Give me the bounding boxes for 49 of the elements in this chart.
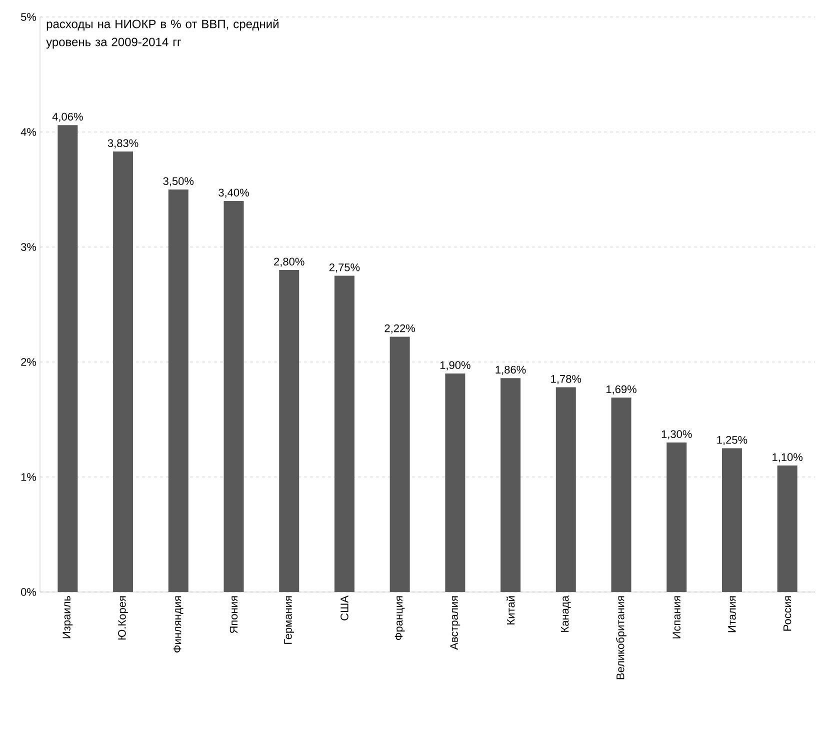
bar: [445, 374, 466, 592]
x-tick-label: Франция: [394, 596, 405, 640]
bar: [556, 387, 576, 592]
y-tick-label: 4%: [20, 128, 36, 136]
bar: [168, 190, 188, 592]
x-tick-label: Канада: [561, 596, 571, 632]
x-tick-label: Россия: [784, 596, 792, 631]
y-tick-label: 3%: [20, 243, 36, 251]
x-tick-label: Германия: [284, 596, 294, 644]
data-label: 1,90%: [440, 361, 470, 370]
data-label: 2,75%: [329, 263, 360, 273]
bar: [58, 125, 78, 592]
bar: [113, 152, 134, 592]
bar: [279, 270, 300, 592]
data-label: 3,50%: [163, 177, 194, 186]
data-label: 4,06%: [52, 112, 83, 122]
data-label: 1,25%: [717, 436, 748, 446]
y-tick-label: 1%: [21, 473, 36, 481]
x-tick-label: Израиль: [62, 596, 73, 638]
bar: [777, 466, 798, 592]
x-tick-label: Италия: [728, 596, 736, 632]
y-tick-label: 2%: [21, 358, 36, 366]
x-tick-label: Ю.Корея: [118, 596, 128, 640]
data-label: 1,78%: [551, 375, 582, 384]
x-tick-label: Китай: [506, 596, 515, 624]
text: расходы на НИОКР в % от ВВП, средний уровень за 2009-2014 гг: [46, 19, 278, 49]
bar: [390, 336, 410, 592]
x-tick-label: Испания: [672, 596, 680, 638]
x-tick-label: Великобритания: [616, 596, 626, 680]
y-tick-label: 5%: [21, 13, 36, 21]
data-label: 3,40%: [218, 188, 249, 198]
y-tick-label: 0%: [20, 588, 36, 596]
data-label: 3,83%: [108, 139, 138, 148]
data-label: 2,80%: [274, 258, 304, 267]
x-tick-label: Япония: [230, 596, 238, 634]
data-label: 1,69%: [606, 385, 636, 394]
data-label: 1,10%: [772, 453, 803, 462]
x-tick-label: США: [340, 596, 348, 620]
bar: [334, 276, 354, 592]
bar: [224, 201, 244, 592]
x-tick-label: Австралия: [450, 596, 460, 650]
bar: [722, 448, 742, 592]
data-label: 1,86%: [496, 366, 526, 375]
bar: [666, 442, 687, 592]
data-label: 2,22%: [384, 324, 416, 334]
bar: [500, 378, 521, 592]
data-label: 1,30%: [662, 430, 692, 440]
x-tick-label: Финляндия: [173, 596, 184, 652]
bar: [611, 398, 632, 592]
